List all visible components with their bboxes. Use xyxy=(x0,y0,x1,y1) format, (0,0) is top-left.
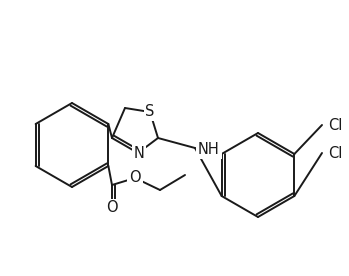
Text: O: O xyxy=(106,200,118,216)
Text: Cl: Cl xyxy=(328,145,342,161)
Text: N: N xyxy=(134,145,144,161)
Text: O: O xyxy=(129,171,141,185)
Text: Cl: Cl xyxy=(328,118,342,132)
Text: S: S xyxy=(145,105,155,120)
Text: NH: NH xyxy=(198,142,220,158)
